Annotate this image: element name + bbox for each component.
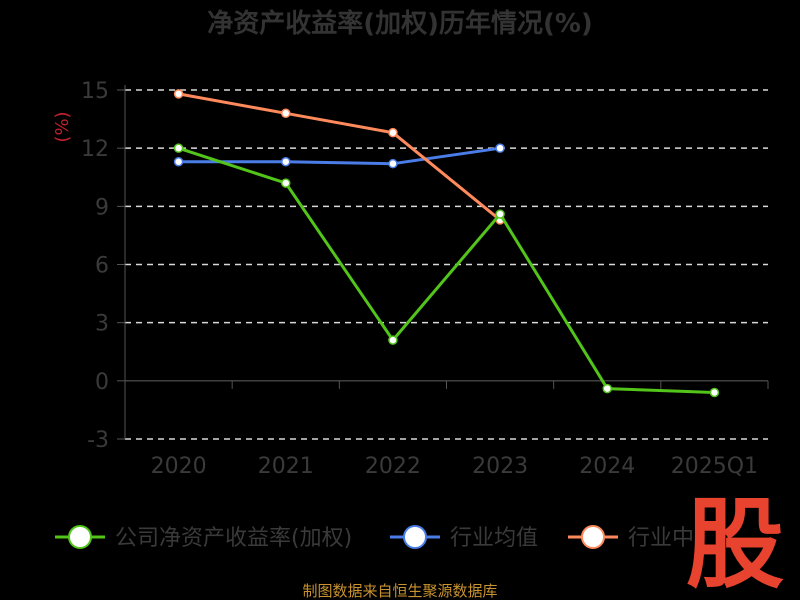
x-tick-label: 2023 — [472, 454, 528, 479]
series-group — [173, 89, 720, 398]
series-line-1 — [177, 146, 502, 166]
x-tick-label: 2025Q1 — [671, 454, 758, 479]
y-axis-ticks: 15 12 9 6 3 0 -3 — [81, 79, 125, 453]
y-tick-label: 6 — [95, 254, 109, 279]
data-point — [495, 143, 505, 153]
y-tick-label: 0 — [95, 370, 109, 395]
legend-marker — [581, 525, 605, 549]
footer-source: 制图数据来自恒生聚源数据库 — [302, 582, 497, 600]
data-point — [281, 108, 291, 119]
x-axis-ticks: 2020 2021 2022 2023 2024 2025Q1 — [124, 380, 769, 479]
data-point — [388, 127, 398, 138]
legend-marker — [68, 525, 92, 549]
legend-label: 行业均值 — [450, 526, 538, 551]
data-point — [173, 143, 184, 153]
data-point — [173, 156, 184, 167]
data-point — [281, 156, 291, 167]
x-tick-label: 2022 — [365, 454, 421, 479]
x-tick-label: 2021 — [258, 454, 314, 479]
legend-label: 行业中 — [628, 526, 694, 551]
x-tick-label: 2024 — [579, 454, 635, 479]
y-tick-label: 15 — [81, 79, 109, 104]
y-axis-unit: (%) — [52, 111, 73, 142]
data-point — [709, 387, 720, 398]
grid-lines — [125, 89, 768, 440]
series-line-2 — [177, 92, 502, 222]
y-tick-label: 9 — [95, 195, 109, 220]
data-point — [602, 383, 612, 394]
watermark-logo: 股 — [686, 488, 784, 600]
y-tick-label: 3 — [95, 312, 109, 337]
data-point — [388, 158, 398, 169]
y-tick-label: 12 — [81, 137, 109, 162]
chart-title: 净资产收益率(加权)历年情况(%) — [207, 8, 593, 39]
series-line-0 — [177, 146, 716, 394]
legend-marker — [403, 525, 427, 549]
data-point — [281, 178, 291, 188]
data-point — [173, 89, 184, 99]
legend: 公司净资产收益率(加权) 行业均值 行业中 — [55, 525, 694, 551]
y-tick-label: -3 — [87, 428, 109, 453]
data-point — [388, 335, 398, 345]
legend-label: 公司净资产收益率(加权) — [115, 526, 352, 551]
x-tick-label: 2020 — [151, 454, 207, 479]
data-point — [495, 209, 505, 219]
